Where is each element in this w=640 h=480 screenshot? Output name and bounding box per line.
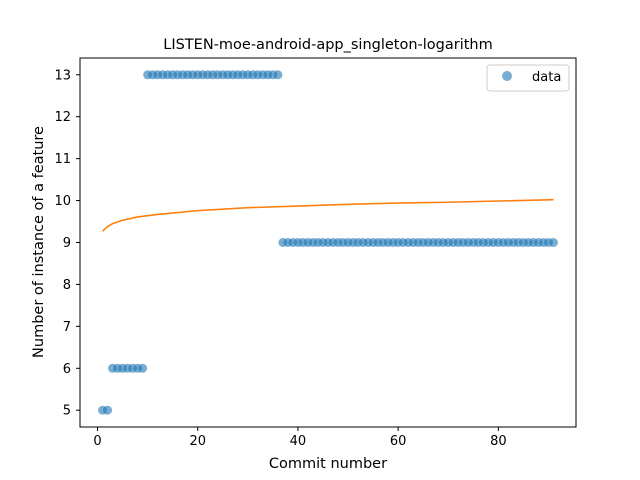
legend-label: data bbox=[532, 70, 561, 85]
data-point bbox=[138, 363, 148, 373]
x-ticks: 0 20 40 60 80 bbox=[93, 427, 507, 449]
x-tick-label: 20 bbox=[189, 434, 206, 449]
y-tick-label: 6 bbox=[63, 362, 71, 377]
x-tick-label: 0 bbox=[93, 434, 101, 449]
x-tick-label: 60 bbox=[390, 434, 407, 449]
y-tick-label: 12 bbox=[54, 110, 71, 125]
y-tick-label: 13 bbox=[54, 68, 71, 83]
x-axis-label: Commit number bbox=[269, 456, 387, 472]
data-point bbox=[273, 70, 283, 80]
legend: data bbox=[486, 64, 570, 92]
x-tick-label: 40 bbox=[290, 434, 307, 449]
y-axis-label: Number of instance of a feature bbox=[31, 126, 47, 358]
data-points bbox=[98, 70, 558, 415]
legend-marker bbox=[502, 71, 512, 81]
fit-line bbox=[102, 198, 554, 232]
data-point bbox=[548, 238, 558, 247]
y-tick-label: 5 bbox=[63, 404, 71, 419]
y-tick-label: 7 bbox=[63, 320, 71, 335]
chart-title: LISTEN-moe-android-app_singleton-logarit… bbox=[163, 37, 493, 53]
y-tick-label: 8 bbox=[63, 278, 71, 293]
y-ticks: 5 6 7 8 9 10 11 12 13 bbox=[54, 68, 80, 419]
y-tick-label: 10 bbox=[54, 194, 71, 209]
y-tick-label: 11 bbox=[54, 152, 71, 167]
x-tick-label: 80 bbox=[490, 434, 507, 449]
y-tick-label: 9 bbox=[63, 236, 71, 251]
data-point bbox=[103, 405, 113, 415]
fit-line-layer bbox=[102, 198, 554, 232]
